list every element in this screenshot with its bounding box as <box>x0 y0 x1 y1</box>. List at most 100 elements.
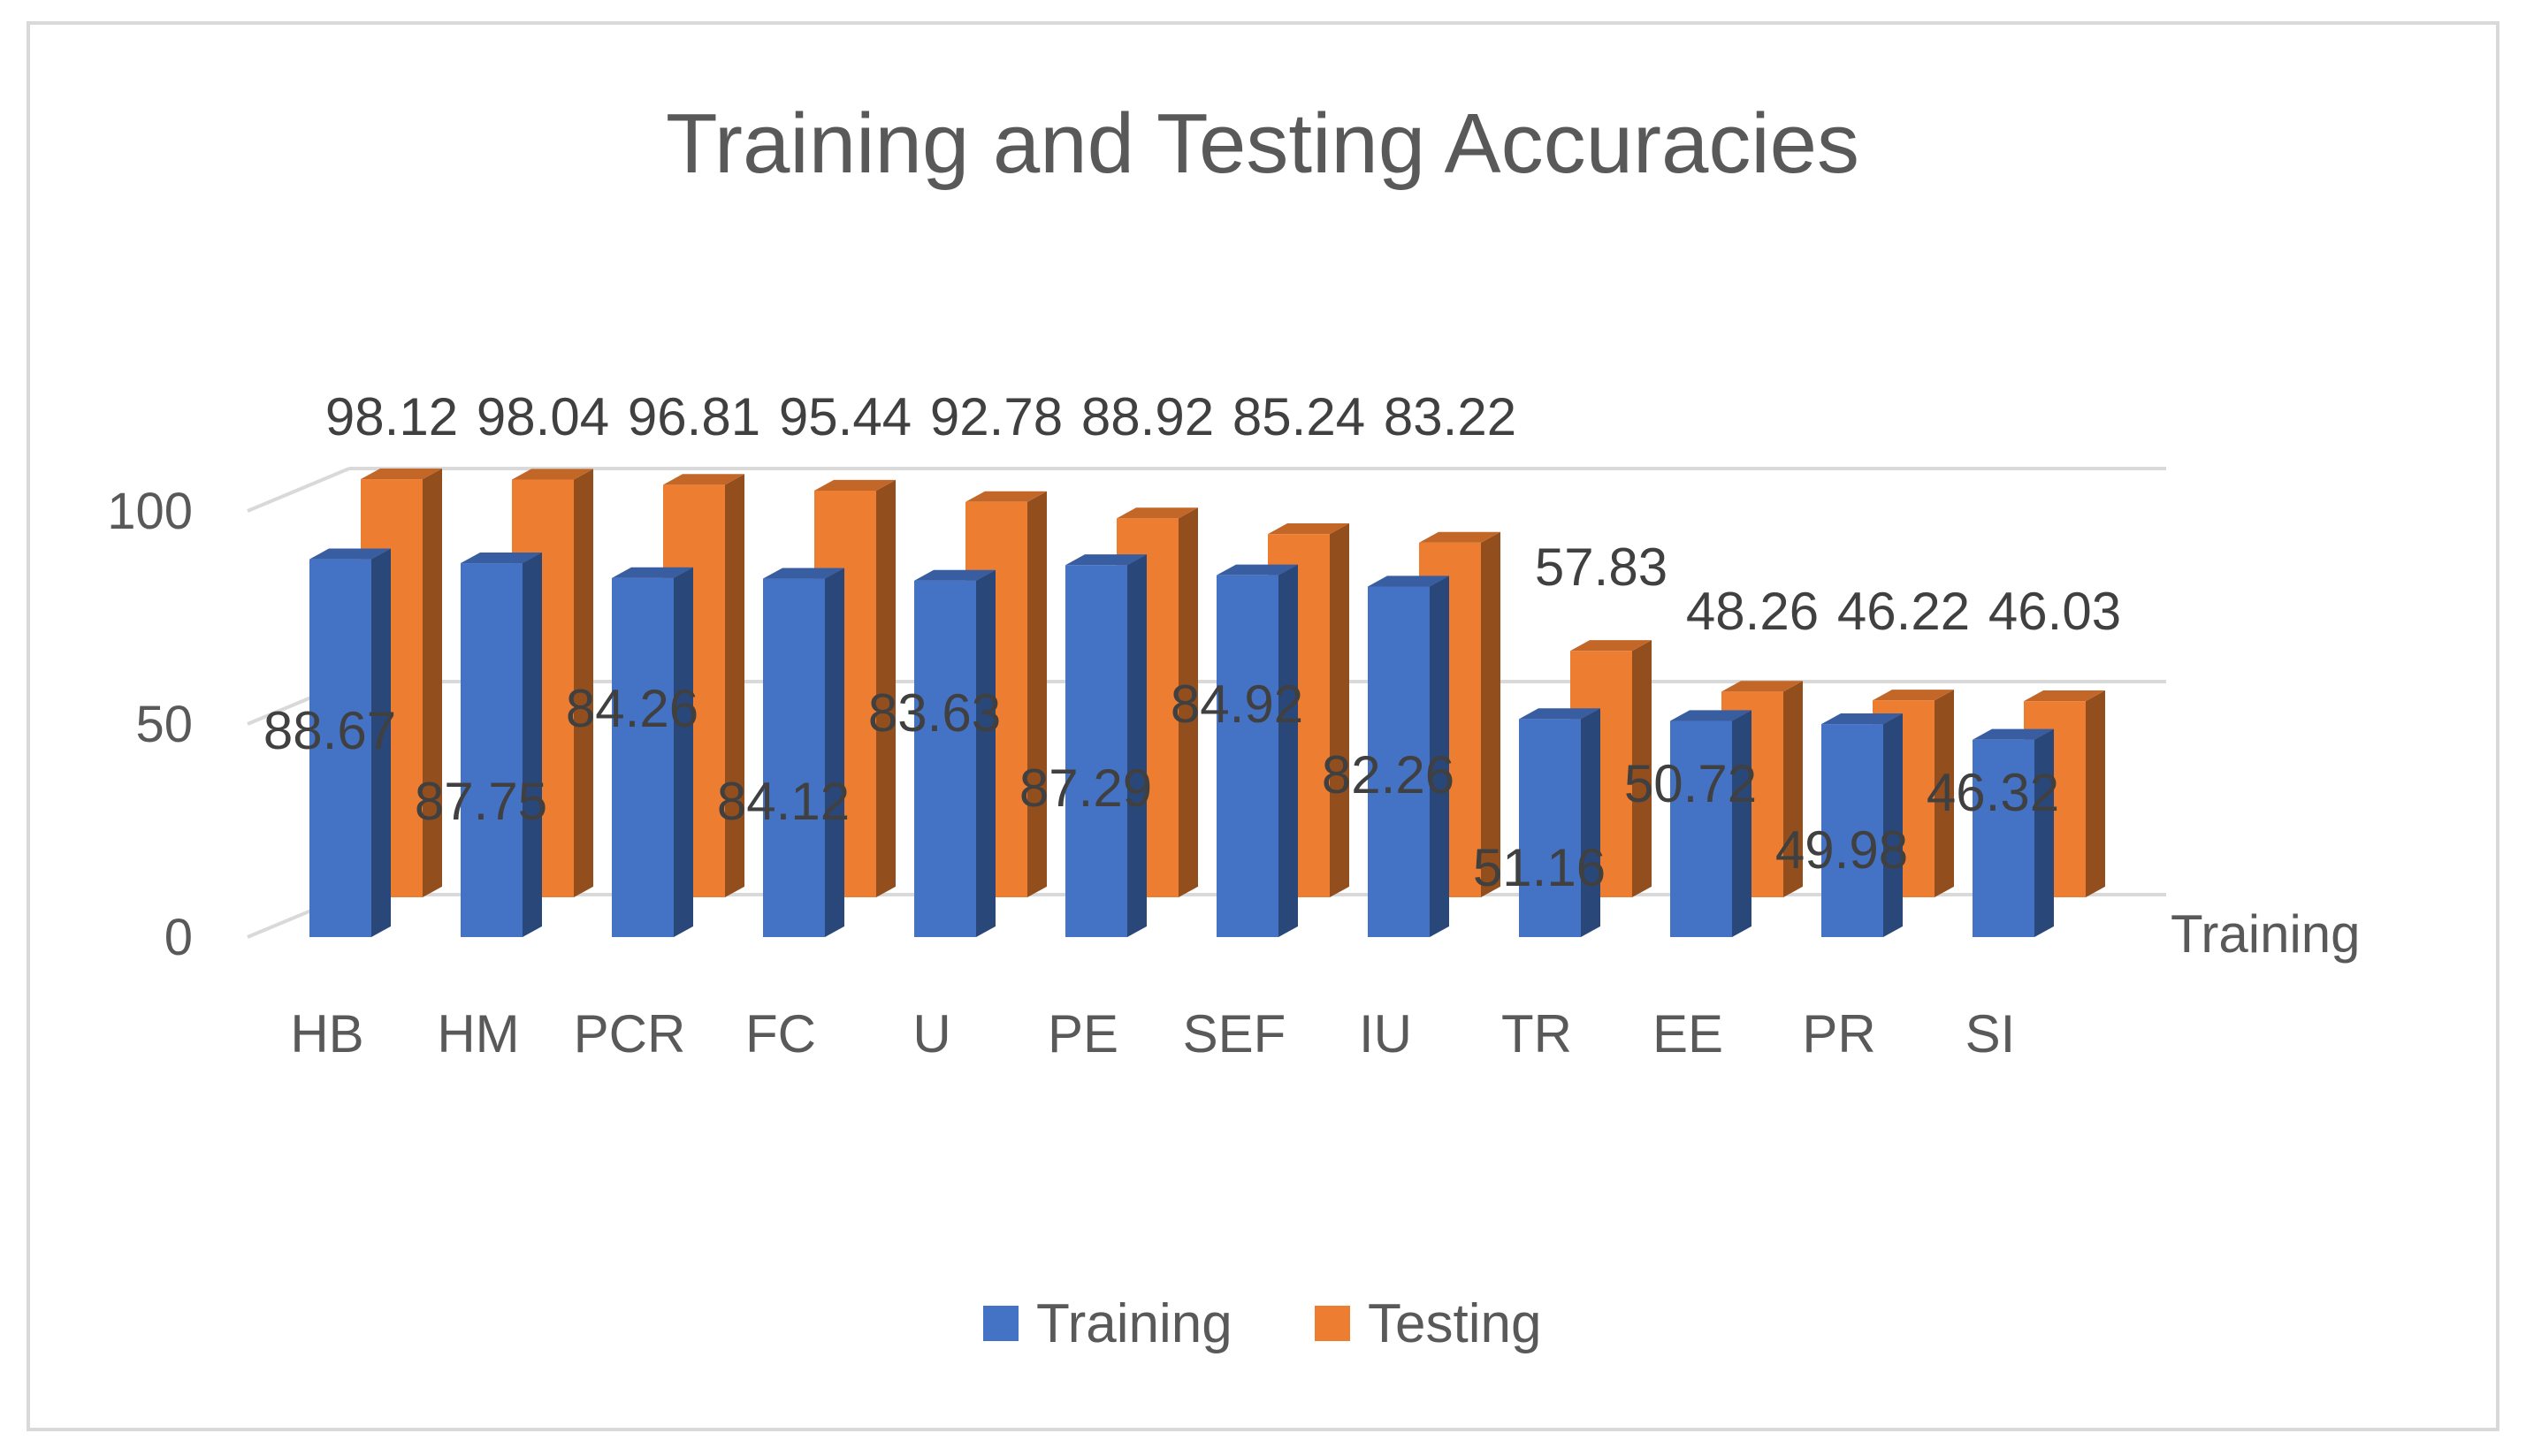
y-tick-label: 100 <box>107 483 193 540</box>
training-bar-fc-front <box>763 578 825 937</box>
testing-bar-pr-side <box>1935 690 1954 897</box>
training-bar-pcr-top <box>612 567 693 578</box>
gridline-diagonal <box>247 467 350 513</box>
category-label: HM <box>437 1004 519 1063</box>
training-data-label: 50.72 <box>1624 754 1757 813</box>
training-bar-pe <box>1065 554 1147 937</box>
training-bar-ee <box>1670 710 1751 937</box>
testing-bar-pcr-top <box>663 474 744 485</box>
training-data-label: 46.32 <box>1927 763 2059 822</box>
training-bar-ee-top <box>1670 710 1751 721</box>
testing-data-label: 88.92 <box>1081 387 1214 446</box>
testing-bar-sef-top <box>1268 523 1349 535</box>
training-data-label: 84.12 <box>717 772 850 831</box>
y-tick-label: 50 <box>135 696 193 753</box>
training-bar-hb-front <box>309 559 371 937</box>
testing-bar-si-top <box>2024 690 2105 702</box>
testing-data-label: 57.83 <box>1535 537 1667 597</box>
testing-bar-hm-top <box>512 469 593 480</box>
training-bar-sef-side <box>1278 564 1298 937</box>
training-data-label: 88.67 <box>263 701 396 760</box>
training-bar-pe-side <box>1127 554 1147 937</box>
training-bar-hm <box>461 552 542 937</box>
training-bar-pr-top <box>1821 713 1903 725</box>
testing-bar-hm-side <box>574 469 593 897</box>
testing-bar-si-side <box>2086 690 2105 897</box>
training-bar-ee-side <box>1732 710 1751 937</box>
training-data-label: 87.75 <box>415 772 547 831</box>
training-bar-pr-side <box>1883 713 1903 937</box>
training-data-label: 82.26 <box>1322 745 1454 804</box>
training-bar-hb-top <box>309 548 391 560</box>
legend-swatch-training <box>983 1306 1019 1341</box>
testing-bar-pcr-side <box>725 474 744 897</box>
y-axis-ticks: 0 50 100 <box>107 483 193 966</box>
testing-data-label: 92.78 <box>930 387 1063 446</box>
training-bar-si-side <box>2034 728 2054 937</box>
testing-bar-hb-top <box>361 468 442 480</box>
training-bar-hb <box>309 548 391 937</box>
training-bar-tr-side <box>1581 708 1600 937</box>
training-bar-ee-front <box>1670 720 1732 937</box>
training-bar-pcr-front <box>612 577 674 937</box>
training-bar-si <box>1973 728 2054 937</box>
category-label: SEF <box>1183 1004 1286 1063</box>
category-label: EE <box>1652 1004 1723 1063</box>
testing-data-label: 46.22 <box>1837 582 1970 641</box>
training-bar-tr-top <box>1519 708 1600 720</box>
training-bar-iu-front <box>1368 586 1430 937</box>
training-bar-pr-front <box>1821 724 1883 937</box>
testing-bar-u-side <box>1027 491 1047 897</box>
training-bar-hb-side <box>371 548 391 937</box>
testing-bar-ee-top <box>1721 681 1803 692</box>
legend-label-testing: Testing <box>1368 1293 1541 1354</box>
category-axis: HB HM PCR FC U PE SEF IU TR EE PR SI <box>290 1004 2015 1063</box>
training-bar-tr <box>1519 708 1600 937</box>
testing-data-label: 83.22 <box>1384 387 1516 446</box>
training-bar-sef-front <box>1217 575 1278 937</box>
training-bar-iu <box>1368 576 1449 937</box>
training-bar-sef-top <box>1217 564 1298 576</box>
testing-bar-tr-top <box>1570 640 1652 652</box>
legend-label-training: Training <box>1036 1293 1232 1354</box>
testing-bar-tr-side <box>1632 640 1652 897</box>
testing-data-label: 96.81 <box>628 387 760 446</box>
training-bar-pcr-side <box>674 567 693 937</box>
testing-bar-hb-side <box>423 468 442 897</box>
training-bar-pcr <box>612 567 693 937</box>
category-label: IU <box>1359 1004 1412 1063</box>
training-data-label: 49.98 <box>1775 820 1908 880</box>
training-bar-hm-front <box>461 563 523 937</box>
training-bar-fc <box>763 568 844 937</box>
training-bar-si-front <box>1973 739 2034 937</box>
category-label: PE <box>1048 1004 1118 1063</box>
testing-bar-pr-top <box>1873 690 1954 701</box>
category-label: U <box>912 1004 950 1063</box>
training-bar-u <box>914 569 996 937</box>
category-label: FC <box>745 1004 816 1063</box>
category-label: PR <box>1802 1004 1875 1063</box>
testing-bar-fc-top <box>814 479 896 491</box>
training-bar-fc-top <box>763 568 844 579</box>
training-bar-pr <box>1821 713 1903 937</box>
category-label: SI <box>1965 1004 2016 1063</box>
y-tick-label: 0 <box>164 909 193 966</box>
training-data-label: 51.16 <box>1473 838 1606 897</box>
training-bar-sef <box>1217 564 1298 937</box>
training-bar-hm-top <box>461 552 542 564</box>
training-bar-u-front <box>914 580 976 937</box>
training-bar-si-top <box>1973 728 2054 740</box>
testing-bar-fc-side <box>876 479 896 897</box>
training-bar-hm-side <box>523 552 542 937</box>
testing-bar-iu-side <box>1481 531 1500 897</box>
testing-bar-sef-side <box>1330 523 1349 897</box>
training-data-label: 87.29 <box>1019 758 1152 818</box>
training-bar-tr-front <box>1519 719 1581 937</box>
testing-data-label: 98.04 <box>477 387 609 446</box>
testing-bar-pe-top <box>1117 507 1198 519</box>
training-bar-u-top <box>914 569 996 581</box>
testing-data-label: 98.12 <box>325 387 458 446</box>
legend-swatch-testing <box>1315 1306 1350 1341</box>
legend: Training Testing <box>983 1293 1541 1354</box>
